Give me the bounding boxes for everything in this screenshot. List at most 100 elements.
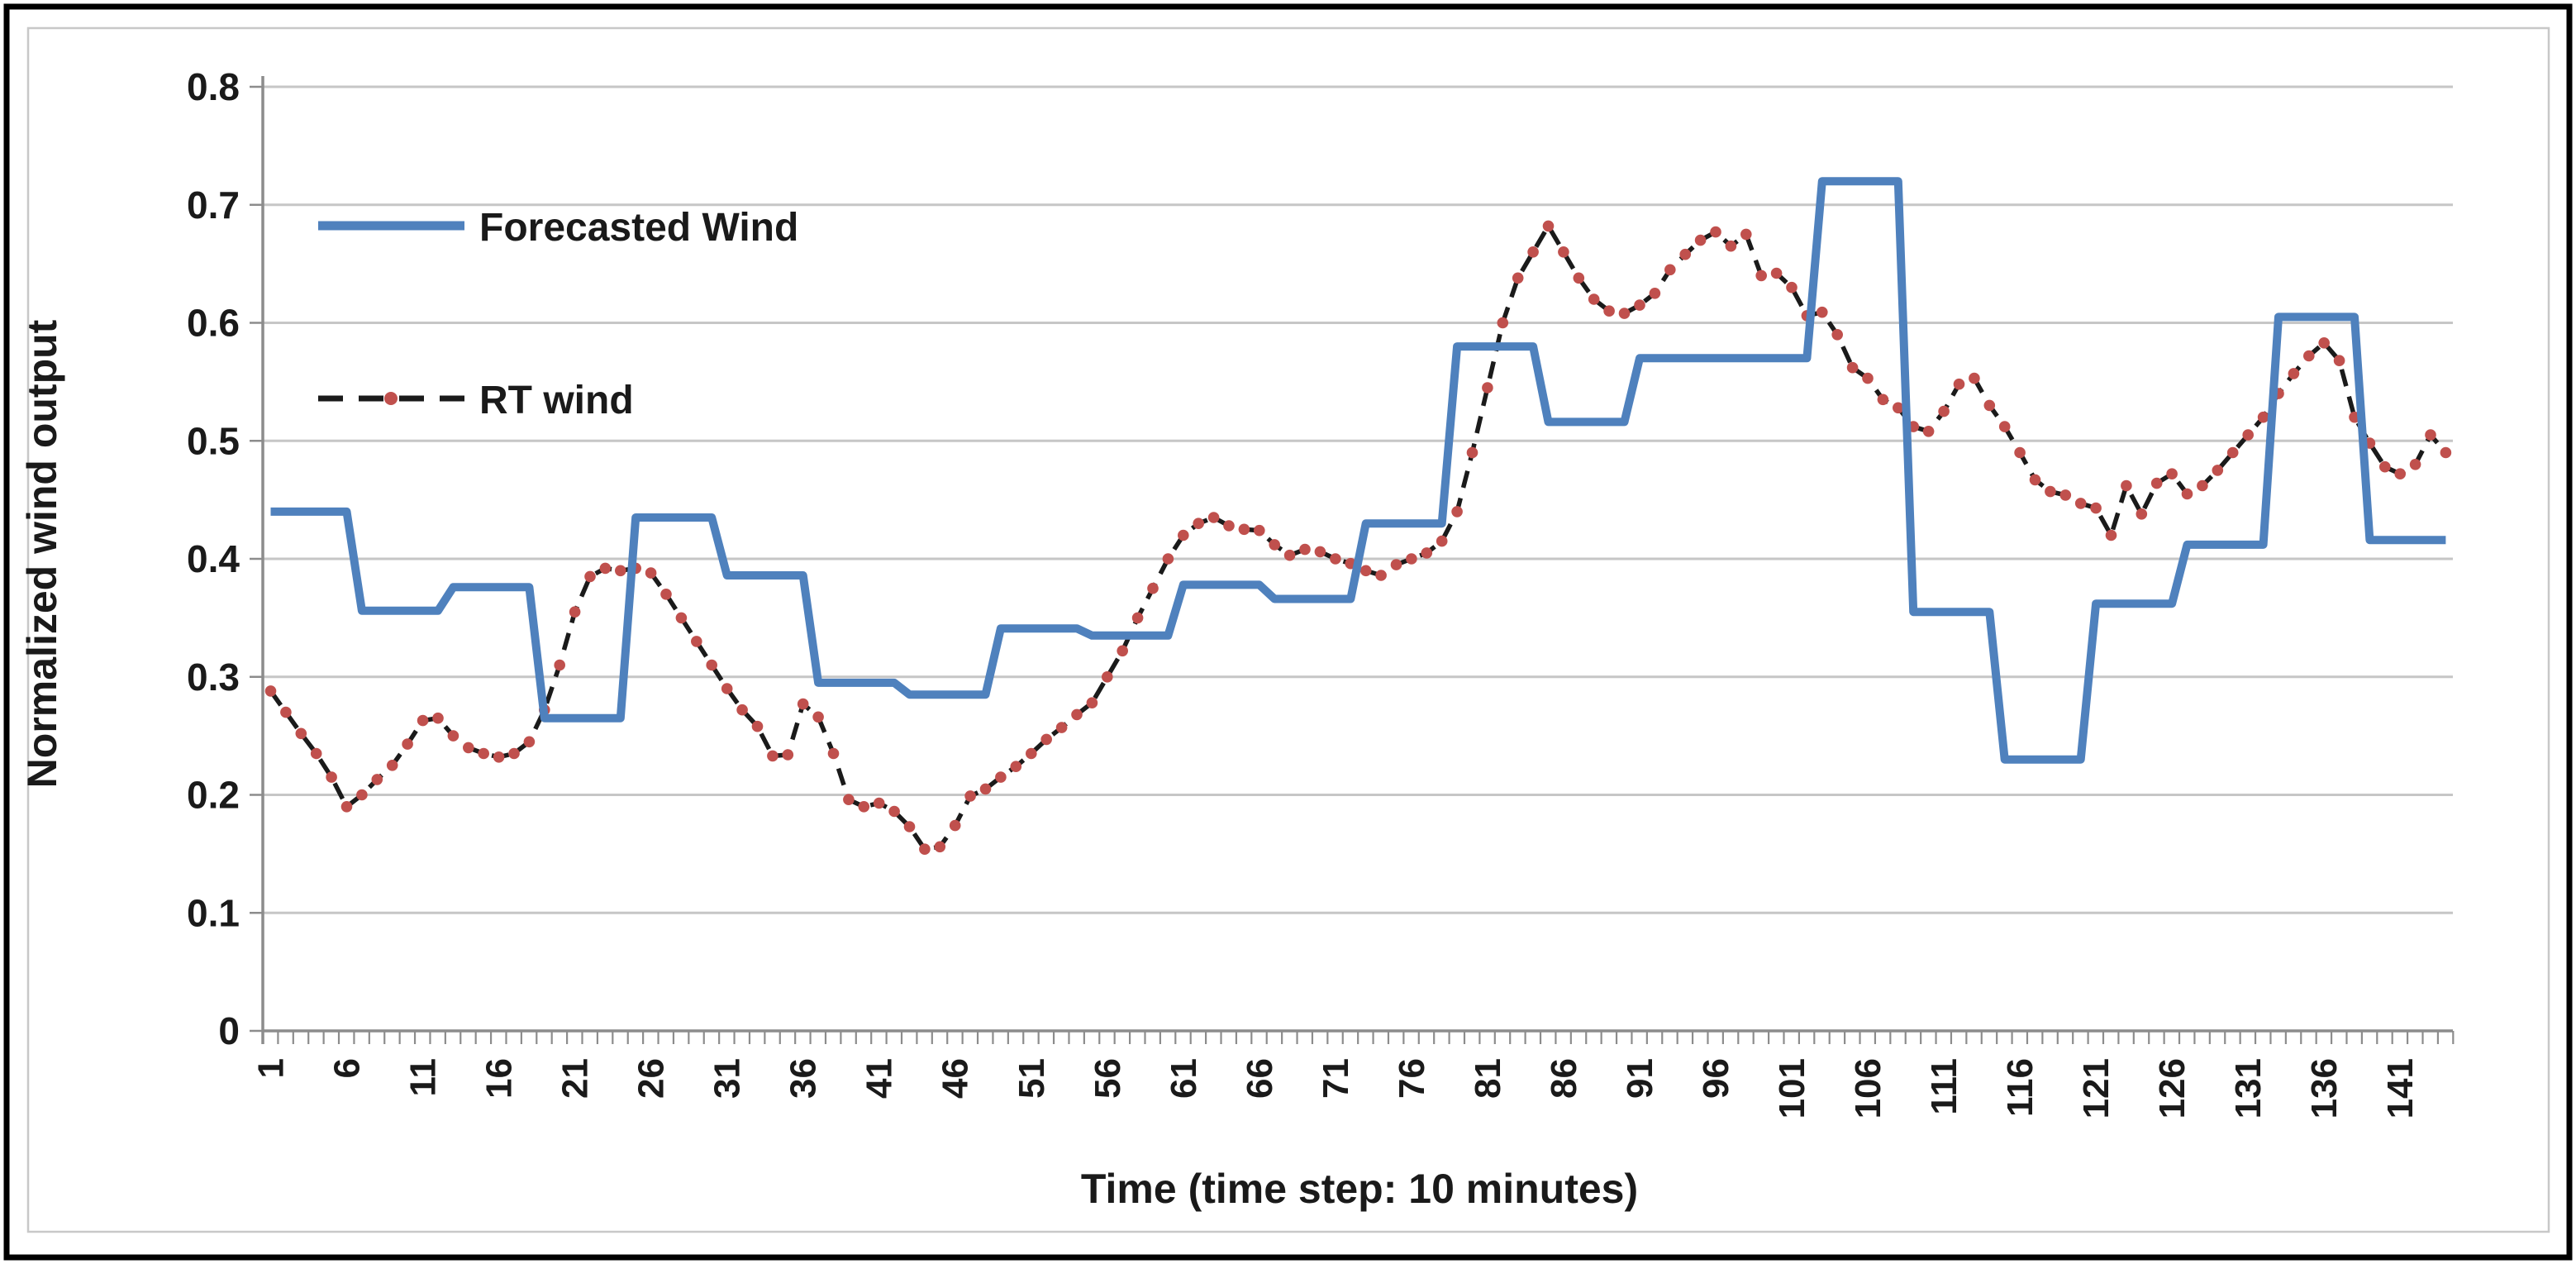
rt-wind-marker <box>1679 248 1691 260</box>
rt-wind-marker <box>1725 240 1737 252</box>
chart-area-border <box>26 26 2550 1233</box>
y-tick-label: 0.2 <box>187 774 240 817</box>
legend-rt-marker-swatch <box>384 392 398 405</box>
rt-wind-marker <box>2257 411 2269 423</box>
rt-wind-marker <box>1893 402 1904 414</box>
y-axis-title: Normalized wind output <box>19 319 65 788</box>
rt-wind-marker <box>1010 761 1022 772</box>
rt-wind-marker <box>295 727 307 740</box>
x-tick-label: 16 <box>479 1058 520 1099</box>
rt-wind-marker <box>2409 459 2421 470</box>
rt-wind-marker <box>2166 468 2178 479</box>
rt-wind-marker <box>493 751 505 763</box>
rt-wind-marker <box>417 714 429 727</box>
x-tick-label: 61 <box>1164 1058 1204 1099</box>
rt-wind-marker <box>1877 394 1889 406</box>
rt-wind-marker <box>1542 220 1555 232</box>
rt-wind-marker <box>1740 228 1752 241</box>
rt-wind-marker <box>2059 489 2072 501</box>
rt-wind-marker <box>264 685 277 697</box>
rt-wind-marker <box>2425 429 2436 441</box>
rt-wind-marker <box>675 612 688 624</box>
rt-wind-marker <box>1193 518 1204 529</box>
rt-wind-marker <box>1147 582 1159 594</box>
rt-wind-marker <box>873 797 885 809</box>
y-tick-label: 0.1 <box>187 891 240 934</box>
rt-wind-marker <box>660 589 672 600</box>
rt-wind-marker <box>1831 329 1843 341</box>
rt-wind-marker <box>2029 474 2041 486</box>
rt-wind-marker <box>386 760 398 771</box>
rt-wind-marker <box>280 706 292 718</box>
rt-wind-marker <box>356 789 368 801</box>
rt-wind-marker <box>934 841 946 853</box>
rt-wind-marker <box>1755 269 1767 282</box>
rt-wind-marker <box>402 738 413 750</box>
x-tick-label: 111 <box>1924 1058 1964 1115</box>
rt-wind-marker <box>1466 446 1478 459</box>
y-tick-label: 0.3 <box>187 656 240 699</box>
rt-wind-marker <box>2197 479 2208 492</box>
x-tick-label: 41 <box>859 1058 900 1099</box>
rt-wind-marker <box>1497 317 1509 329</box>
x-axis-title: Time (time step: 10 minutes) <box>1081 1166 1638 1212</box>
rt-wind-marker <box>2303 350 2315 362</box>
rt-wind-marker <box>1527 246 1539 258</box>
x-tick-label: 6 <box>327 1058 368 1078</box>
rt-wind-marker <box>919 843 931 855</box>
rt-wind-marker <box>1953 378 1965 390</box>
x-tick-label: 91 <box>1620 1058 1660 1099</box>
tick-marks-layer <box>250 85 2455 1044</box>
rt-wind-marker <box>964 790 976 802</box>
x-tick-label: 56 <box>1088 1058 1128 1099</box>
rt-wind-marker <box>1421 547 1433 559</box>
rt-wind-marker <box>432 712 444 724</box>
y-tick-label: 0.7 <box>187 184 240 227</box>
x-tick-label: 51 <box>1012 1058 1052 1099</box>
rt-wind-marker <box>1117 645 1128 657</box>
rt-wind-marker <box>1512 272 1524 284</box>
rt-wind-marker <box>1649 288 1661 299</box>
legend: Forecasted Wind RT wind <box>318 206 798 422</box>
rt-wind-marker <box>2090 502 2102 514</box>
rt-wind-marker <box>1283 549 1296 561</box>
rt-wind-marker <box>782 749 794 761</box>
rt-wind-marker <box>2212 465 2224 476</box>
rt-wind-marker <box>584 570 596 583</box>
y-axis-labels: 0 0.1 0.2 0.3 0.4 0.5 0.6 0.7 0.8 <box>187 65 240 1052</box>
rt-wind-marker <box>2318 337 2330 349</box>
x-tick-label: 31 <box>707 1058 748 1099</box>
rt-wind-marker <box>827 747 840 760</box>
x-axis-labels: 1 6 11 16 21 26 31 36 41 46 51 56 61 66 71 76 81 86 91 96 10… <box>251 1058 2421 1119</box>
rt-wind-marker <box>1314 546 1326 558</box>
rt-wind-marker <box>447 730 459 742</box>
rt-wind-marker <box>2105 529 2117 541</box>
x-tick-label: 81 <box>1468 1058 1508 1099</box>
rt-wind-marker <box>615 565 626 577</box>
rt-wind-marker <box>751 720 764 732</box>
rt-wind-marker <box>2181 488 2193 500</box>
rt-wind-marker <box>1922 426 1935 437</box>
forecast-wind-line <box>270 177 2446 764</box>
rt-wind-marker <box>2014 446 2026 459</box>
legend-rt-label: RT wind <box>479 379 634 422</box>
rt-wind-marker <box>599 562 612 575</box>
rt-wind-marker <box>2379 460 2391 473</box>
rt-wind-marker <box>1299 543 1311 556</box>
rt-wind-marker <box>463 742 474 754</box>
rt-wind-marker <box>2242 429 2254 441</box>
rt-wind-marker <box>2121 479 2132 492</box>
x-tick-label: 131 <box>2228 1058 2269 1119</box>
rt-wind-marker <box>1817 306 1828 318</box>
rt-wind-marker <box>2288 368 2300 379</box>
x-tick-label: 116 <box>2000 1058 2040 1117</box>
rt-wind-marker <box>1634 299 1645 311</box>
rt-wind-marker <box>812 711 824 723</box>
rt-wind-marker <box>1178 529 1189 541</box>
rt-wind-marker <box>326 771 337 783</box>
rt-wind-marker <box>903 821 916 832</box>
x-tick-label: 86 <box>1544 1058 1584 1099</box>
rt-wind-marker <box>371 774 383 785</box>
y-tick-label: 0.8 <box>187 65 240 108</box>
rt-wind-marker <box>1238 523 1250 536</box>
